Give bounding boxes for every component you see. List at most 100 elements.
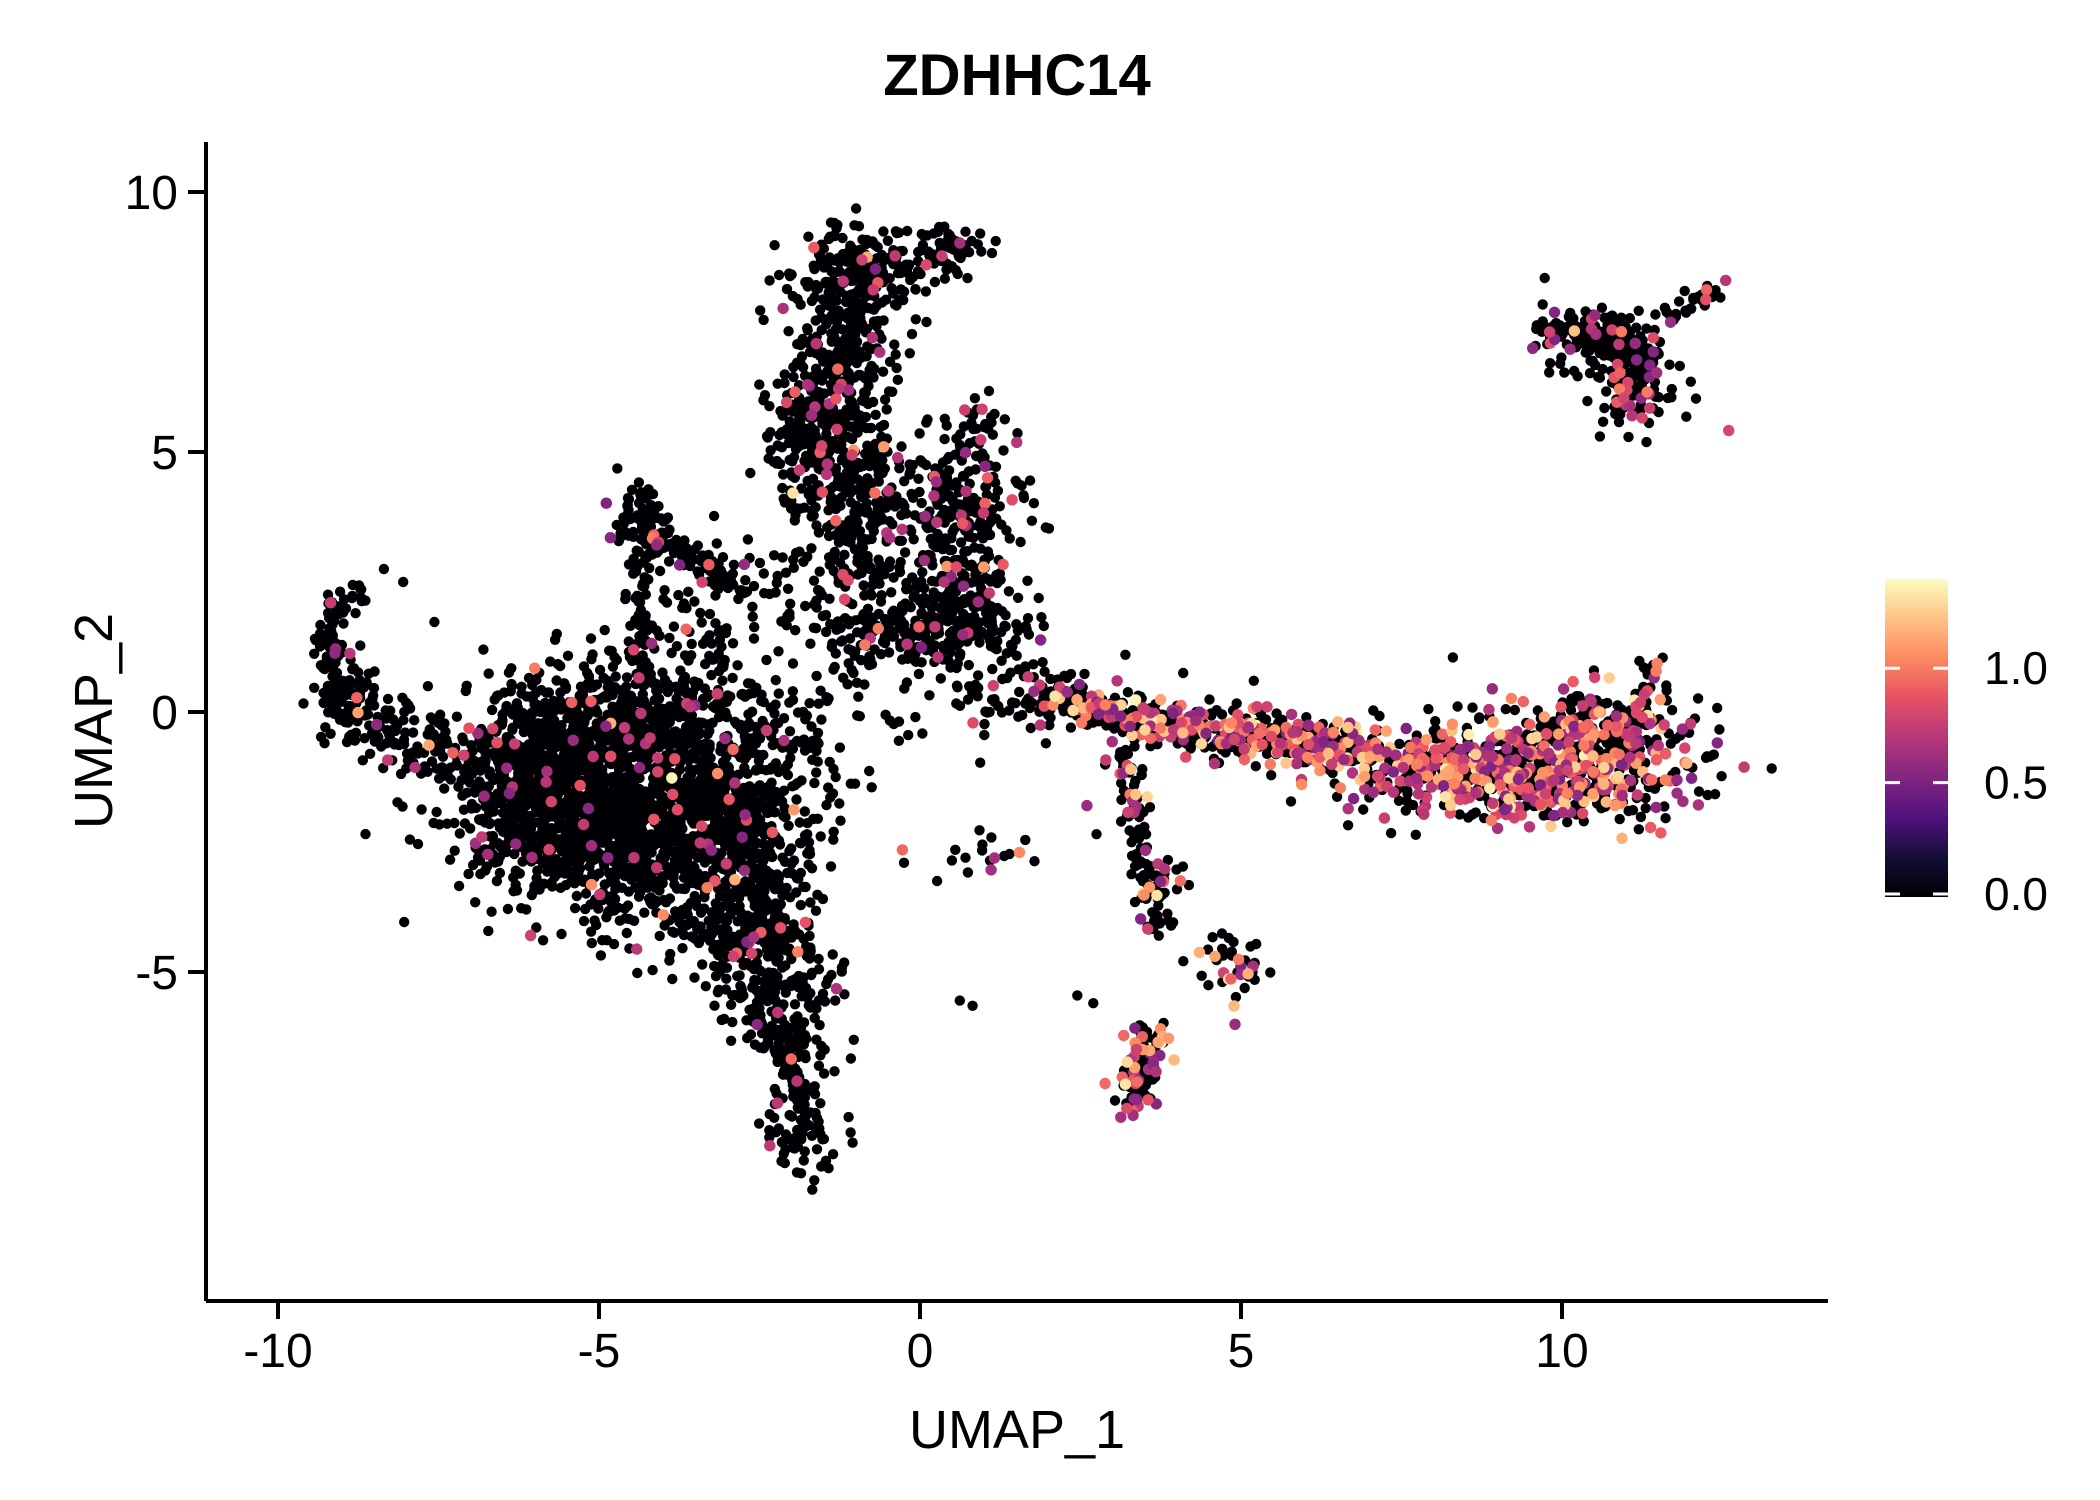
point: [780, 987, 791, 998]
point: [896, 509, 907, 521]
point: [634, 619, 645, 631]
point: [905, 274, 916, 286]
point: [866, 659, 878, 670]
point: [823, 530, 835, 542]
point: [298, 698, 309, 709]
point: [670, 906, 681, 917]
point: [667, 973, 678, 985]
point: [785, 598, 796, 609]
point: [619, 903, 631, 914]
point: [689, 724, 700, 735]
point: [872, 241, 883, 253]
point: [946, 544, 958, 556]
point: [633, 477, 645, 488]
point: [435, 709, 446, 720]
point: [1012, 592, 1024, 603]
point: [821, 428, 832, 440]
point: [352, 716, 363, 727]
point: [647, 964, 658, 976]
point: [673, 819, 684, 830]
point: [1036, 612, 1047, 623]
point: [491, 875, 503, 887]
point: [422, 681, 434, 692]
point: [726, 819, 737, 830]
point: [599, 879, 610, 890]
point: [349, 735, 361, 746]
point: [811, 1144, 823, 1155]
point: [878, 226, 889, 237]
point: [914, 428, 925, 439]
point: [770, 674, 781, 686]
point: [906, 488, 917, 500]
point: [815, 1128, 826, 1140]
point: [854, 322, 866, 334]
point: [893, 735, 905, 746]
point: [526, 709, 538, 720]
point: [629, 821, 641, 832]
point: [526, 796, 537, 808]
point: [700, 804, 711, 816]
point: [913, 668, 925, 680]
point: [756, 894, 767, 905]
point: [812, 727, 824, 739]
point: [347, 664, 358, 675]
point: [791, 887, 802, 898]
point: [906, 328, 918, 340]
point: [800, 600, 811, 612]
point: [812, 756, 823, 767]
point: [899, 547, 911, 558]
point: [864, 563, 875, 575]
point: [860, 507, 872, 518]
point: [340, 717, 351, 728]
point: [618, 512, 629, 523]
point: [800, 881, 811, 893]
point: [929, 276, 941, 288]
point: [799, 1049, 811, 1061]
point: [958, 421, 970, 432]
point: [593, 903, 604, 914]
point: [727, 1016, 738, 1028]
point: [927, 596, 939, 608]
point: [791, 503, 802, 514]
point: [769, 807, 781, 818]
point: [749, 621, 760, 633]
point: [773, 688, 784, 699]
point: [825, 491, 837, 503]
point: [914, 486, 925, 498]
point: [713, 984, 724, 995]
point: [982, 521, 993, 533]
point: [607, 732, 619, 744]
point: [677, 543, 689, 555]
point: [568, 802, 579, 813]
point: [357, 755, 368, 766]
point: [640, 589, 651, 600]
point: [868, 572, 879, 584]
point: [699, 870, 711, 882]
point: [764, 970, 775, 981]
point: [748, 633, 760, 644]
point: [827, 949, 838, 960]
point: [522, 816, 533, 827]
point: [459, 818, 471, 829]
point: [822, 522, 833, 533]
point: [806, 543, 817, 554]
point: [990, 235, 1001, 247]
point: [704, 630, 715, 641]
point: [668, 621, 680, 632]
point: [442, 738, 453, 749]
point: [789, 1014, 800, 1025]
point: [562, 650, 574, 661]
point: [765, 427, 776, 438]
point: [575, 681, 587, 692]
point: [586, 763, 598, 774]
point: [540, 697, 551, 709]
point: [710, 898, 721, 909]
point: [906, 526, 917, 537]
point: [750, 963, 761, 974]
point: [904, 601, 915, 612]
point: [651, 685, 662, 696]
point: [795, 1022, 807, 1033]
point: [541, 687, 552, 698]
point: [545, 656, 556, 667]
point: [912, 266, 924, 277]
